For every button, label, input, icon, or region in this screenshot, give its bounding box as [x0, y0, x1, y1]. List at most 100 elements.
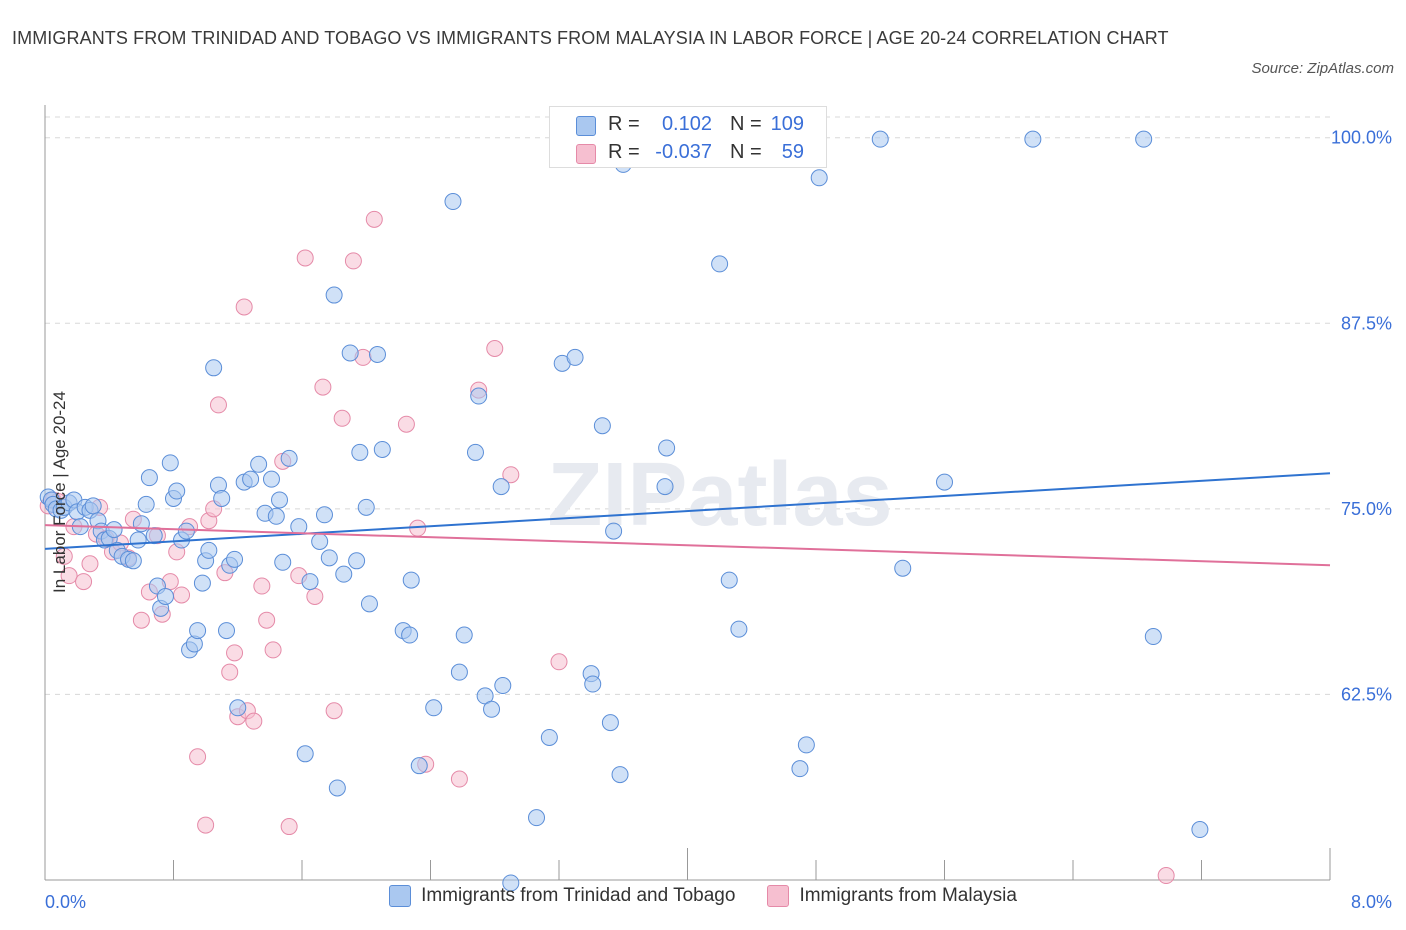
y-tick-label: 87.5%	[1341, 313, 1392, 333]
trinidad-point	[720, 571, 738, 589]
trinidad-point	[271, 491, 289, 509]
trinidad-point	[483, 700, 501, 718]
legend-swatch-pink	[767, 885, 790, 907]
trinidad-point	[373, 440, 391, 458]
stats-box: R = 0.102 N = 109 R = -0.037 N = 59	[549, 106, 827, 168]
trinidad-point	[791, 760, 809, 778]
y-tick-label: 75.0%	[1341, 499, 1392, 519]
trinidad-trend-line	[44, 472, 1331, 550]
trinidad-point	[368, 345, 386, 363]
malaysia-point	[221, 663, 239, 681]
legend-item-trinidad[interactable]: Immigrants from Trinidad and Tobago	[389, 885, 735, 907]
trinidad-point	[105, 521, 123, 539]
y-axis-label: In Labor Force | Age 20-24	[50, 391, 69, 593]
trinidad-point	[656, 478, 674, 496]
malaysia-point	[502, 466, 520, 484]
trinidad-point	[250, 455, 268, 473]
malaysia-point	[245, 712, 263, 730]
trinidad-point	[129, 531, 147, 549]
malaysia-point	[325, 702, 343, 720]
trinidad-point	[894, 559, 912, 577]
trinidad-point	[311, 533, 329, 551]
trinidad-point	[711, 255, 729, 273]
trinidad-point	[410, 757, 428, 775]
trinidad-point	[145, 527, 163, 545]
trinidad-point	[360, 595, 378, 613]
legend: Immigrants from Trinidad and Tobago Immi…	[0, 885, 1406, 907]
trinidad-point	[357, 498, 375, 516]
stats-row-malaysia: R = -0.037 N = 59	[550, 138, 826, 166]
trinidad-point	[280, 449, 298, 467]
trend-lines	[44, 472, 1331, 567]
r-value-malaysia: -0.037	[655, 141, 712, 163]
trinidad-point	[267, 507, 285, 525]
trinidad-point	[296, 745, 314, 763]
trinidad-point	[325, 286, 343, 304]
trinidad-point	[444, 193, 462, 211]
trinidad-point	[494, 677, 512, 695]
malaysia-point	[75, 573, 93, 591]
pink-swatch	[576, 144, 596, 164]
trinidad-point	[658, 439, 676, 457]
trinidad-point	[226, 550, 244, 568]
trinidad-point	[936, 473, 953, 491]
malaysia-point	[397, 415, 415, 433]
x-tick-label: 0.0%	[45, 892, 86, 912]
malaysia-point	[365, 210, 383, 228]
malaysia-point	[296, 249, 314, 267]
malaysia-trend-line	[44, 524, 1331, 567]
trinidad-point	[200, 541, 218, 559]
malaysia-point	[344, 252, 362, 270]
legend-label-trinidad: Immigrants from Trinidad and Tobago	[421, 885, 736, 906]
trinidad-point	[502, 874, 520, 892]
n-label: N =	[730, 113, 762, 135]
trinidad-point	[328, 779, 346, 797]
trinidad-point	[425, 699, 443, 717]
trinidad-point	[402, 571, 420, 589]
trinidad-point	[540, 728, 558, 746]
trinidad-points	[39, 130, 1209, 892]
trinidad-point	[1024, 130, 1042, 148]
gridlines	[45, 116, 1330, 695]
n-value-trinidad: 109	[770, 113, 804, 135]
malaysia-point	[314, 378, 332, 396]
trinidad-point	[262, 470, 280, 488]
trinidad-point	[450, 663, 468, 681]
trinidad-point	[455, 626, 473, 644]
trinidad-point	[584, 675, 602, 693]
trinidad-point	[528, 809, 546, 827]
malaysia-point	[333, 409, 351, 427]
trinidad-point	[797, 736, 815, 754]
trinidad-point	[193, 574, 211, 592]
legend-swatch-blue	[389, 885, 412, 907]
trinidad-point	[601, 714, 619, 732]
r-label: R =	[608, 141, 640, 163]
trinidad-point	[593, 417, 611, 435]
malaysia-point	[486, 340, 504, 358]
trinidad-point	[605, 522, 623, 540]
trinidad-point	[242, 470, 260, 488]
trinidad-point	[348, 552, 366, 570]
watermark: ZIPatlas	[547, 445, 892, 545]
n-value-malaysia: 59	[781, 141, 804, 163]
legend-item-malaysia[interactable]: Immigrants from Malaysia	[767, 885, 1017, 907]
malaysia-point	[550, 653, 568, 671]
trinidad-point	[1144, 628, 1162, 646]
malaysia-point	[253, 577, 271, 595]
malaysia-point	[450, 770, 468, 788]
stats-row-trinidad: R = 0.102 N = 109	[550, 110, 826, 138]
malaysia-point	[235, 298, 253, 316]
trinidad-point	[1135, 130, 1153, 148]
trinidad-point	[274, 553, 292, 571]
trinidad-point	[566, 348, 584, 366]
n-label: N =	[730, 141, 762, 163]
r-label: R =	[608, 113, 640, 135]
x-tick-label: 8.0%	[1351, 892, 1392, 912]
malaysia-point	[226, 644, 244, 662]
malaysia-point	[81, 555, 99, 573]
source-label: Source: ZipAtlas.com	[1251, 60, 1394, 77]
tick-labels: 62.5% 75.0% 87.5% 100.0% 0.0% 8.0%	[45, 128, 1392, 912]
trinidad-point	[213, 489, 231, 507]
chart-title: IMMIGRANTS FROM TRINIDAD AND TOBAGO VS I…	[12, 28, 1169, 48]
